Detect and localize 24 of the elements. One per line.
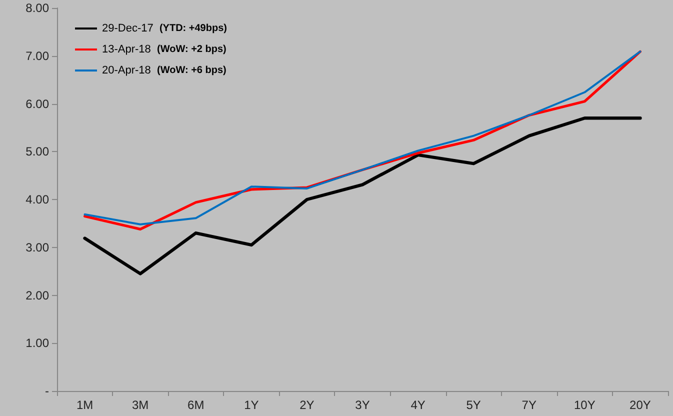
x-tick-label: 7Y	[522, 398, 536, 412]
legend-label: 13-Apr-18 (WoW: +2 bps)	[102, 44, 226, 56]
y-tick-label: 6.00	[26, 96, 50, 111]
x-tick-label: 10Y	[574, 398, 596, 412]
x-tick-label: 6M	[188, 398, 204, 412]
x-tick-label: 20Y	[630, 398, 651, 412]
x-tick-label: 3M	[132, 398, 149, 412]
x-tick-label: 3Y	[355, 398, 370, 412]
y-tick-label: 5.00	[26, 144, 50, 159]
y-tick-label: 8.00	[26, 1, 50, 15]
line-series	[83, 116, 642, 276]
x-tick-label: 4Y	[410, 398, 426, 412]
x-tick-label: 2Y	[300, 398, 314, 412]
x-tick-label: 1M	[76, 398, 94, 412]
y-tick-label: 1.00	[26, 336, 50, 350]
y-tick-label: -	[45, 384, 49, 398]
y-tick-label: 2.00	[26, 288, 50, 302]
y-tick-label: 4.00	[26, 192, 50, 206]
legend-label: 29-Dec-17 (YTD: +49bps)	[102, 22, 227, 34]
y-tick-label: 7.00	[26, 48, 50, 63]
x-tick-label: 5Y	[466, 398, 481, 412]
legend-label: 20-Apr-18 (WoW: +6 bps)	[102, 64, 226, 76]
y-tick-label: 3.00	[26, 240, 50, 254]
x-tick-label: 1Y	[244, 398, 259, 412]
